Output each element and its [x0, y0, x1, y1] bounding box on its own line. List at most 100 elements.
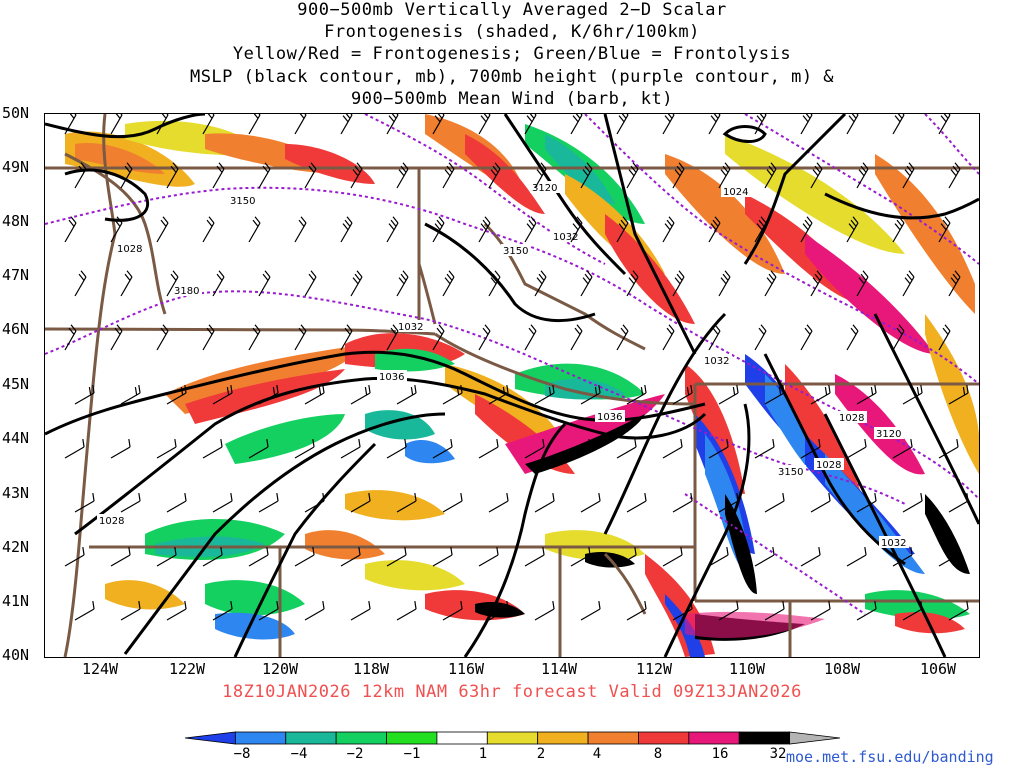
colorbar-segment [537, 731, 589, 745]
wind-barb [810, 270, 823, 297]
wind-barb [846, 114, 859, 135]
wind-barb [386, 547, 407, 567]
height-contours [45, 114, 979, 615]
wind-barb [948, 601, 969, 621]
wind-barb [764, 601, 785, 621]
wind-barb [856, 601, 877, 621]
wind-barb [258, 601, 279, 621]
lat-label: 48N [2, 212, 30, 230]
wind-barb [534, 385, 555, 405]
wind-barb [432, 439, 453, 459]
wind-barb [718, 385, 739, 405]
wind-barb [524, 547, 545, 567]
wind-barb [948, 270, 961, 297]
wind-barb [672, 385, 693, 405]
mslp-label: 1032 [881, 538, 906, 549]
wind-barb [64, 547, 85, 567]
lat-label: 42N [2, 538, 30, 556]
wind-barb [534, 601, 555, 621]
wind-barb [396, 385, 417, 405]
wind-barb [110, 114, 123, 135]
wind-barb [810, 601, 831, 621]
credit-link[interactable]: moe.met.fsu.edu/banding [786, 748, 994, 766]
colorbar-segment [335, 731, 387, 745]
wind-barb [800, 216, 813, 243]
wind-barb [754, 114, 767, 135]
wind-barb [488, 270, 501, 297]
mslp-label: 1028 [816, 460, 841, 471]
wind-barb [304, 385, 325, 405]
lat-label: 50N [2, 104, 30, 122]
wind-barb [892, 114, 905, 135]
wind-barb [432, 114, 445, 135]
wind-barb [938, 216, 951, 243]
wind-barb [304, 270, 317, 297]
lon-label: 122W [168, 660, 206, 678]
wind-barb [294, 114, 307, 135]
lon-label: 114W [540, 660, 578, 678]
lat-label: 40N [2, 646, 30, 664]
mslp-label: 1028 [839, 413, 864, 424]
mslp-label: 1032 [553, 232, 578, 243]
wind-barb [662, 439, 683, 459]
wind-barb [442, 493, 463, 513]
wind-barb [488, 493, 509, 513]
height-label: 3150 [778, 467, 803, 478]
wind-barb [810, 162, 823, 189]
wind-barb [754, 547, 775, 567]
wind-barb [294, 216, 307, 243]
wind-barb [672, 270, 685, 297]
wind-barb [718, 493, 739, 513]
wind-barb [708, 216, 721, 243]
lon-label: 110W [728, 660, 766, 678]
lon-label: 116W [447, 660, 485, 678]
wind-barb [810, 385, 831, 405]
wind-barb [948, 493, 969, 513]
wind-barb [800, 439, 821, 459]
wind-barb [110, 547, 131, 567]
wind-barb [662, 547, 683, 567]
wind-barb [304, 162, 317, 189]
lon-label: 106W [919, 660, 957, 678]
lat-label: 45N [2, 375, 30, 393]
wind-barb [892, 216, 905, 243]
wind-barbs [64, 114, 969, 621]
wind-barb [120, 601, 141, 621]
colorbar-label: −8 [233, 746, 251, 762]
wind-barb [110, 216, 123, 243]
wind-barb [304, 601, 325, 621]
wind-barb [340, 439, 361, 459]
wind-barb [340, 114, 353, 135]
colorbar-segment [184, 731, 236, 745]
wind-barb [672, 493, 693, 513]
wind-barb [616, 439, 637, 459]
height-label: 3120 [532, 183, 557, 194]
height-label: 3120 [876, 429, 901, 440]
title-line-2: Frontogenesis (shaded, K/6hr/100km) [324, 22, 700, 42]
wind-barb [350, 162, 363, 189]
wind-barb [764, 385, 785, 405]
wind-barb [856, 162, 869, 189]
wind-barb [570, 324, 583, 351]
wind-barb [948, 162, 961, 189]
wind-barb [616, 114, 629, 135]
mslp-label: 1032 [398, 322, 423, 333]
wind-barb [202, 324, 215, 351]
wind-barb [156, 439, 177, 459]
wind-barb [478, 324, 491, 351]
wind-barb [350, 385, 371, 405]
wind-barb [74, 162, 87, 189]
wind-barb [892, 324, 905, 351]
wind-barb [570, 439, 591, 459]
wind-barb [570, 114, 583, 135]
title-line-5: 900−500mb Mean Wind (barb, kt) [350, 89, 674, 109]
wind-barb [64, 216, 77, 243]
wind-barb [902, 493, 923, 513]
wind-barb [902, 385, 923, 405]
wind-barb [248, 324, 261, 351]
lat-label: 47N [2, 266, 30, 284]
lon-label: 112W [635, 660, 673, 678]
wind-barb [432, 216, 445, 243]
wind-barb [846, 324, 859, 351]
wind-barb [662, 114, 675, 135]
